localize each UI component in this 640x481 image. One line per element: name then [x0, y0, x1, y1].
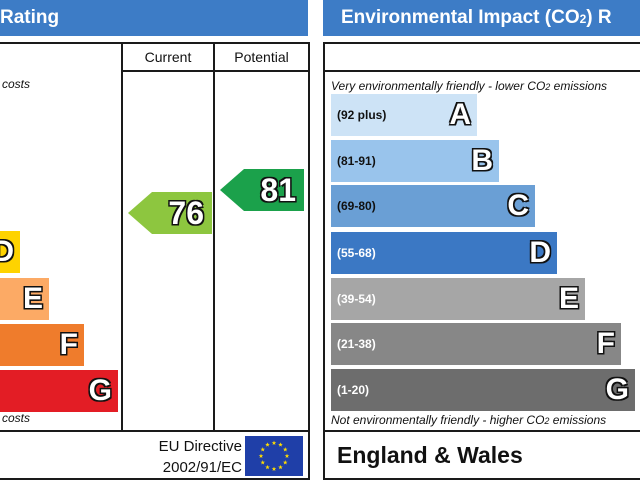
- right-panel-title: Environmental Impact (CO2) R: [323, 0, 640, 36]
- right-panel-frame: [323, 42, 640, 480]
- left-band-e: E: [0, 278, 49, 320]
- env-band-letter: A: [449, 98, 471, 131]
- env-band-range: (81-91): [337, 154, 376, 168]
- env-band-d: (55-68) D: [331, 232, 557, 274]
- eu-star: [282, 447, 288, 452]
- left-divider-1: [121, 42, 123, 432]
- eu-star: [265, 442, 270, 447]
- env-band-range: (21-38): [337, 337, 376, 351]
- eu-star: [278, 442, 283, 447]
- env-band-letter: E: [558, 282, 579, 315]
- eu-star: [284, 453, 290, 458]
- left-footer-rule: [0, 430, 308, 432]
- current-rating-value: 76: [168, 194, 204, 231]
- env-band-a: (92 plus) A: [331, 94, 477, 136]
- env-band-range: (55-68): [337, 246, 376, 260]
- env-band-c: (69-80) C: [331, 185, 535, 227]
- eu-star: [260, 460, 266, 465]
- right-title-text: Environmental Impact (CO2) R: [341, 7, 612, 28]
- env-band-b: (81-91) B: [331, 140, 499, 182]
- left-band-letter: E: [22, 282, 43, 315]
- left-panel-title: Rating: [0, 0, 308, 36]
- left-band-letter: D: [0, 235, 14, 268]
- right-top-note: Very environmentally friendly - lower CO…: [331, 79, 607, 93]
- left-band-letter: F: [59, 328, 78, 361]
- eu-directive-label: EU Directive 2002/91/EC: [130, 436, 242, 478]
- eu-star: [282, 460, 288, 465]
- left-title-text: Rating: [0, 7, 60, 28]
- eu-directive-line2: 2002/91/EC: [162, 459, 242, 476]
- col-current-header: Current: [144, 49, 192, 65]
- env-band-f: (21-38) F: [331, 323, 621, 365]
- env-band-e: (39-54) E: [331, 278, 585, 320]
- env-band-letter: F: [596, 327, 615, 360]
- left-panel-frame: [0, 42, 310, 480]
- england-wales-label: England & Wales: [337, 442, 523, 468]
- env-band-letter: D: [529, 236, 551, 269]
- left-header-rule: [121, 70, 308, 72]
- left-top-note: costs: [2, 77, 31, 91]
- col-potential-header: Potential: [234, 49, 289, 65]
- eu-star: [278, 464, 283, 470]
- left-band-letter: G: [88, 374, 112, 407]
- left-band-g: G: [0, 370, 118, 412]
- env-band-range: (39-54): [337, 292, 376, 306]
- right-footer-rule: [323, 430, 640, 432]
- eu-star: [265, 464, 270, 470]
- right-bottom-note: Not environmentally friendly - higher CO…: [331, 413, 607, 427]
- left-band-f: F: [0, 324, 84, 366]
- eu-directive-line1: EU Directive: [158, 438, 242, 455]
- env-band-range: (1-20): [337, 383, 370, 397]
- env-band-g: (1-20) G: [331, 369, 635, 411]
- eu-star: [260, 447, 266, 452]
- env-band-letter: C: [507, 189, 529, 222]
- left-bottom-note: costs: [2, 411, 31, 425]
- env-band-letter: G: [605, 373, 629, 406]
- env-band-letter: B: [471, 144, 493, 177]
- env-band-range: (92 plus): [337, 108, 387, 122]
- eu-flag-icon: [245, 436, 303, 476]
- potential-rating-value: 81: [260, 171, 296, 208]
- right-header-rule: [323, 70, 640, 72]
- eu-star: [271, 440, 277, 445]
- eu-star: [271, 466, 277, 471]
- left-band-d: D: [0, 231, 20, 273]
- eu-star: [258, 453, 264, 458]
- env-band-range: (69-80): [337, 199, 376, 213]
- left-divider-2: [213, 42, 215, 432]
